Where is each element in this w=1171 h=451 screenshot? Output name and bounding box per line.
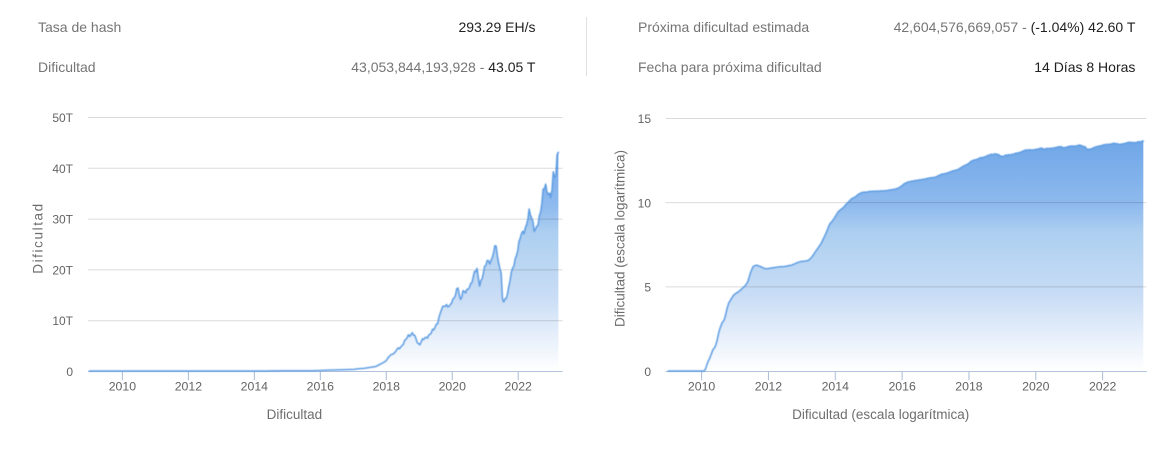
svg-text:2022: 2022	[505, 380, 533, 394]
svg-text:2012: 2012	[755, 380, 783, 394]
svg-text:2022: 2022	[1089, 380, 1117, 394]
svg-text:2010: 2010	[688, 380, 716, 394]
svg-text:2016: 2016	[307, 380, 335, 394]
svg-text:2016: 2016	[888, 380, 916, 394]
svg-text:5: 5	[644, 281, 651, 295]
svg-text:10T: 10T	[52, 314, 73, 328]
svg-text:40T: 40T	[52, 162, 73, 176]
svg-text:2020: 2020	[439, 380, 467, 394]
svg-text:2014: 2014	[822, 380, 850, 394]
svg-text:Dificultad (escala logarítmica: Dificultad (escala logarítmica)	[613, 150, 628, 327]
svg-text:10: 10	[638, 196, 652, 210]
svg-text:2020: 2020	[1022, 380, 1050, 394]
svg-text:2010: 2010	[109, 380, 137, 394]
svg-text:30T: 30T	[52, 213, 73, 227]
svg-text:0: 0	[66, 365, 73, 379]
svg-text:2018: 2018	[955, 380, 983, 394]
svg-text:20T: 20T	[52, 263, 73, 277]
svg-text:Dificultad: Dificultad	[31, 202, 46, 274]
svg-text:Dificultad (escala logarítmica: Dificultad (escala logarítmica)	[792, 407, 969, 422]
svg-text:2014: 2014	[241, 380, 269, 394]
svg-text:Dificultad: Dificultad	[267, 407, 323, 422]
svg-text:2018: 2018	[373, 380, 401, 394]
svg-text:0: 0	[644, 365, 651, 379]
svg-text:2012: 2012	[175, 380, 203, 394]
svg-text:15: 15	[638, 112, 652, 126]
svg-text:50T: 50T	[52, 111, 73, 125]
